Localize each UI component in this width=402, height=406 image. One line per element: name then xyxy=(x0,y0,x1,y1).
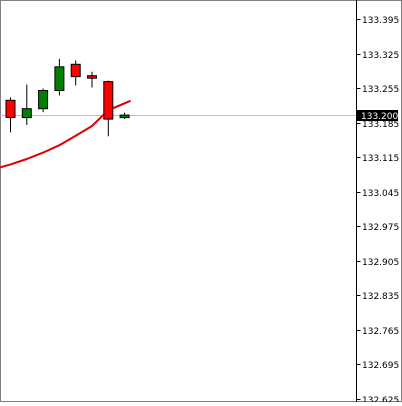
candle xyxy=(5,97,16,133)
axis-tick-label: 133.325 xyxy=(362,51,399,61)
price-axis: 133.395 133.325 133.255 133.185 133.115 133.0… xyxy=(356,0,399,406)
candle xyxy=(103,80,114,137)
candle xyxy=(119,112,130,120)
current-price-label-box xyxy=(357,110,398,121)
candle-body xyxy=(119,114,130,119)
axis-tick-label: 132.835 xyxy=(362,292,399,302)
axis-tick-label: 133.185 xyxy=(362,120,399,130)
axis-tick-label: 132.765 xyxy=(362,327,399,337)
axis-tick-label: 132.695 xyxy=(362,361,399,371)
candle xyxy=(38,88,49,113)
candle-body xyxy=(54,66,65,92)
current-price-label: 133.200 xyxy=(361,112,398,122)
axis-tick-label: 132.975 xyxy=(362,223,399,233)
candle xyxy=(21,84,32,125)
axis-tick-label: 132.625 xyxy=(362,396,399,402)
candle-body xyxy=(87,75,97,79)
moving-average-line xyxy=(0,99,131,169)
candle-body xyxy=(5,99,16,119)
axis-tick-label: 133.115 xyxy=(362,154,399,164)
axis-tick-label: 133.045 xyxy=(362,189,399,199)
axis-tick-label: 132.905 xyxy=(362,258,399,268)
candle-body xyxy=(103,81,114,120)
candle xyxy=(70,60,81,86)
candle-body xyxy=(38,90,49,110)
candle xyxy=(54,58,65,96)
candle-body xyxy=(21,108,32,119)
candle-body xyxy=(70,63,81,78)
candle xyxy=(87,71,97,88)
axis-tick-label: 133.255 xyxy=(362,85,399,95)
axis-tick-label: 133.395 xyxy=(362,16,399,26)
